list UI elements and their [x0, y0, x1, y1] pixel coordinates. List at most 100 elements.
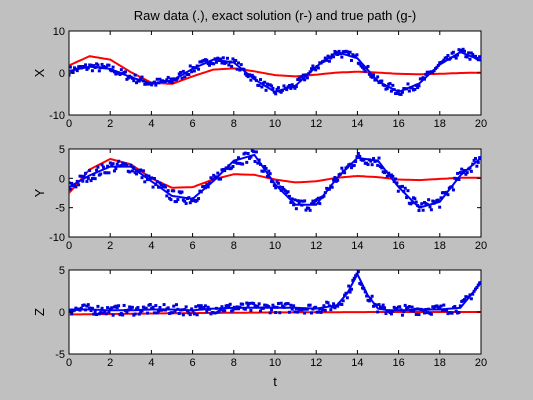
raw-data-point	[154, 83, 158, 87]
raw-data-point	[333, 49, 337, 53]
raw-data-point	[197, 197, 201, 201]
raw-data-point	[97, 69, 101, 73]
raw-data-point	[462, 168, 466, 172]
raw-data-point	[352, 163, 356, 167]
raw-data-point	[442, 58, 446, 62]
raw-data-point	[287, 310, 291, 314]
raw-data-point	[416, 86, 420, 90]
raw-data-point	[112, 70, 116, 74]
raw-data-point	[409, 309, 413, 313]
raw-data-point	[451, 50, 455, 54]
raw-data-point	[84, 171, 88, 175]
raw-data-point	[74, 185, 78, 189]
x-tick-label: 12	[310, 357, 322, 369]
raw-data-point	[111, 313, 115, 317]
raw-data-point	[133, 73, 137, 77]
raw-data-point	[224, 60, 228, 64]
raw-data-point	[111, 162, 115, 166]
x-tick-label: 16	[392, 118, 404, 130]
raw-data-point	[121, 313, 125, 317]
raw-data-point	[312, 201, 316, 205]
raw-data-point	[133, 312, 137, 316]
raw-data-point	[85, 179, 89, 183]
raw-data-point	[276, 181, 280, 185]
raw-data-point	[275, 180, 279, 184]
raw-data-point	[303, 199, 307, 203]
raw-data-point	[337, 49, 341, 53]
raw-data-point	[282, 84, 286, 88]
raw-data-point	[394, 177, 398, 181]
raw-data-point	[370, 75, 374, 79]
raw-data-point	[326, 301, 330, 305]
raw-data-point	[203, 186, 207, 190]
raw-data-point	[118, 73, 122, 77]
raw-data-point	[362, 67, 366, 71]
raw-data-point	[407, 89, 411, 93]
y-tick-label: -10	[49, 110, 65, 122]
raw-data-point	[478, 55, 481, 59]
raw-data-point	[101, 165, 105, 169]
raw-data-point	[213, 311, 217, 315]
raw-data-point	[259, 162, 263, 166]
raw-data-point	[143, 82, 147, 86]
raw-data-point	[270, 84, 274, 88]
raw-data-point	[461, 170, 465, 174]
raw-data-point	[451, 188, 455, 192]
raw-data-point	[152, 311, 156, 315]
raw-data-point	[227, 63, 231, 67]
raw-data-point	[395, 181, 399, 185]
raw-data-point	[162, 184, 166, 188]
raw-data-point	[234, 307, 238, 311]
raw-data-point	[318, 307, 322, 311]
raw-data-point	[123, 162, 127, 166]
raw-data-point	[283, 189, 287, 193]
raw-data-point	[332, 178, 336, 182]
raw-data-point	[461, 47, 465, 51]
x-tick-label: 12	[310, 118, 322, 130]
raw-data-point	[396, 189, 400, 193]
raw-data-point	[179, 70, 183, 74]
raw-data-point	[257, 302, 261, 306]
raw-data-point	[424, 308, 428, 312]
raw-data-point	[130, 305, 134, 309]
raw-data-point	[272, 184, 276, 188]
raw-data-point	[372, 73, 376, 77]
x-tick-label: 14	[351, 118, 363, 130]
raw-data-point	[380, 305, 384, 309]
raw-data-point	[341, 169, 345, 173]
raw-data-point	[305, 76, 309, 80]
raw-data-point	[69, 181, 71, 185]
raw-data-point	[467, 51, 471, 55]
raw-data-point	[183, 308, 187, 312]
raw-data-point	[268, 311, 272, 315]
raw-data-point	[395, 91, 399, 95]
raw-data-point	[96, 63, 100, 67]
raw-data-point	[349, 166, 353, 170]
raw-data-point	[82, 174, 86, 178]
raw-data-point	[290, 307, 294, 311]
raw-data-point	[457, 178, 461, 182]
raw-data-point	[414, 312, 418, 316]
raw-data-point	[351, 53, 355, 57]
raw-data-point	[230, 166, 234, 170]
raw-data-point	[235, 67, 239, 71]
raw-data-point	[225, 56, 229, 60]
raw-data-point	[276, 301, 280, 305]
raw-data-point	[104, 171, 108, 175]
x-tick-label: 6	[190, 118, 196, 130]
raw-data-point	[119, 68, 123, 72]
raw-data-point	[420, 202, 424, 206]
x-tick-label: 16	[392, 357, 404, 369]
raw-data-point	[235, 305, 239, 309]
raw-data-point	[150, 83, 154, 87]
raw-data-point	[473, 54, 477, 58]
raw-data-point	[326, 54, 330, 58]
raw-data-point	[216, 171, 220, 175]
raw-data-point	[180, 190, 184, 194]
raw-data-point	[187, 196, 191, 200]
data-layer	[69, 47, 481, 96]
raw-data-point	[90, 306, 94, 310]
raw-data-point	[220, 305, 224, 309]
